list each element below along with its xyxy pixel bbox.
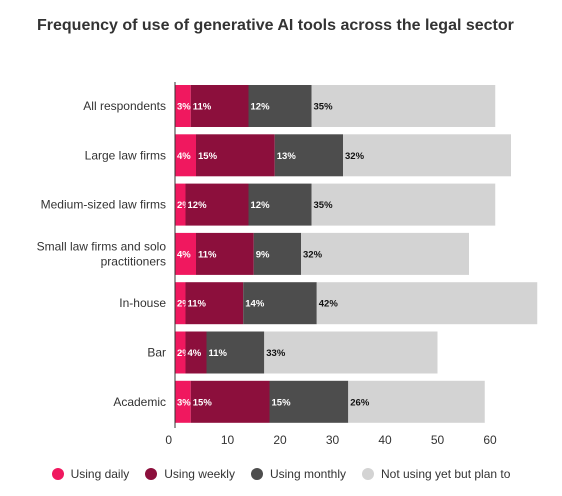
bar-segment <box>175 183 186 226</box>
data-label: 4% <box>177 249 191 260</box>
legend-swatch <box>145 468 158 480</box>
data-label: 15% <box>193 397 213 408</box>
legend-label: Using daily <box>70 467 130 481</box>
bar-segment <box>196 134 275 177</box>
chart-legend: Using daily Using weekly Using monthly Not … <box>0 464 562 484</box>
bar-segment <box>316 282 538 325</box>
legend-item[interactable]: Using monthly <box>250 467 346 481</box>
bar-segment <box>185 331 207 374</box>
data-label: 42% <box>319 299 339 310</box>
x-tick-label: 0 <box>165 433 172 447</box>
bar-segment <box>311 183 496 226</box>
category-label: Academic <box>113 395 166 409</box>
legend-label: Not using yet but plan to <box>381 467 511 481</box>
x-tick-label: 40 <box>378 433 392 447</box>
bar-segment <box>185 282 244 325</box>
data-label: 2% <box>177 299 191 310</box>
x-tick-label: 30 <box>326 433 340 447</box>
data-label: 15% <box>198 151 218 162</box>
chart-title: Frequency of use of generative AI tools … <box>37 17 514 34</box>
bar-segment <box>243 282 317 325</box>
data-label: 3% <box>177 102 191 113</box>
bar-segment <box>190 85 249 127</box>
legend-label: Using weekly <box>164 467 235 481</box>
data-label: 12% <box>188 200 208 211</box>
legend-item[interactable]: Not using yet but plan to <box>362 467 510 481</box>
bar-segment <box>343 134 511 177</box>
bar-segment <box>175 380 191 423</box>
bar-segment <box>175 134 196 177</box>
data-label: 11% <box>209 348 228 359</box>
data-label: 12% <box>251 102 271 113</box>
x-tick-label: 60 <box>483 433 497 447</box>
bar-segment <box>274 134 343 177</box>
data-label: 9% <box>256 249 270 260</box>
bar-segment <box>248 85 312 127</box>
bar-segment <box>175 331 186 374</box>
x-tick-label: 10 <box>221 433 235 447</box>
bar-segment <box>269 380 349 423</box>
legend-item[interactable]: Using daily <box>51 467 130 481</box>
data-label: 13% <box>277 151 297 162</box>
category-label: All respondents <box>83 99 166 113</box>
category-label: In-house <box>119 296 166 310</box>
data-label: 26% <box>350 397 370 408</box>
legend-label: Using monthly <box>269 467 346 481</box>
bar-segment <box>206 331 265 374</box>
bar-segment <box>348 380 485 423</box>
data-label: 15% <box>272 397 292 408</box>
data-label: 4% <box>188 348 202 359</box>
data-label: 11% <box>188 299 207 310</box>
bar-segment <box>311 85 496 127</box>
bar-segment <box>190 380 270 423</box>
bar-segment <box>248 183 312 226</box>
data-label: 4% <box>177 151 191 162</box>
data-label: 35% <box>314 102 334 113</box>
x-tick-label: 50 <box>431 433 445 447</box>
data-label: 3% <box>177 397 191 408</box>
data-label: 11% <box>193 102 212 113</box>
category-label: practitioners <box>101 254 166 268</box>
data-label: 14% <box>245 299 265 310</box>
bar-segment <box>175 232 196 275</box>
data-label: 2% <box>177 348 191 359</box>
bar-segment <box>253 232 301 275</box>
data-label: 2% <box>177 200 191 211</box>
bar-segment <box>185 183 249 226</box>
data-label: 35% <box>314 200 334 211</box>
bar-segment <box>175 282 186 325</box>
data-label: 12% <box>251 200 271 211</box>
category-label: Medium-sized law firms <box>41 198 166 212</box>
x-tick-label: 20 <box>273 433 287 447</box>
legend-swatch <box>51 468 64 480</box>
category-label: Small law firms and solo <box>37 239 167 253</box>
bar-segment <box>196 232 254 275</box>
legend-swatch <box>362 468 374 480</box>
bar-segment <box>301 232 469 275</box>
data-label: 32% <box>345 151 365 162</box>
data-label: 32% <box>303 249 323 260</box>
legend-swatch <box>250 468 263 480</box>
bar-segment <box>264 331 438 374</box>
bar-segment <box>175 85 191 127</box>
data-label: 33% <box>266 348 286 359</box>
legend-item[interactable]: Using weekly <box>145 467 235 481</box>
category-label: Large law firms <box>85 148 166 162</box>
data-label: 11% <box>198 249 217 260</box>
category-label: Bar <box>147 346 166 360</box>
